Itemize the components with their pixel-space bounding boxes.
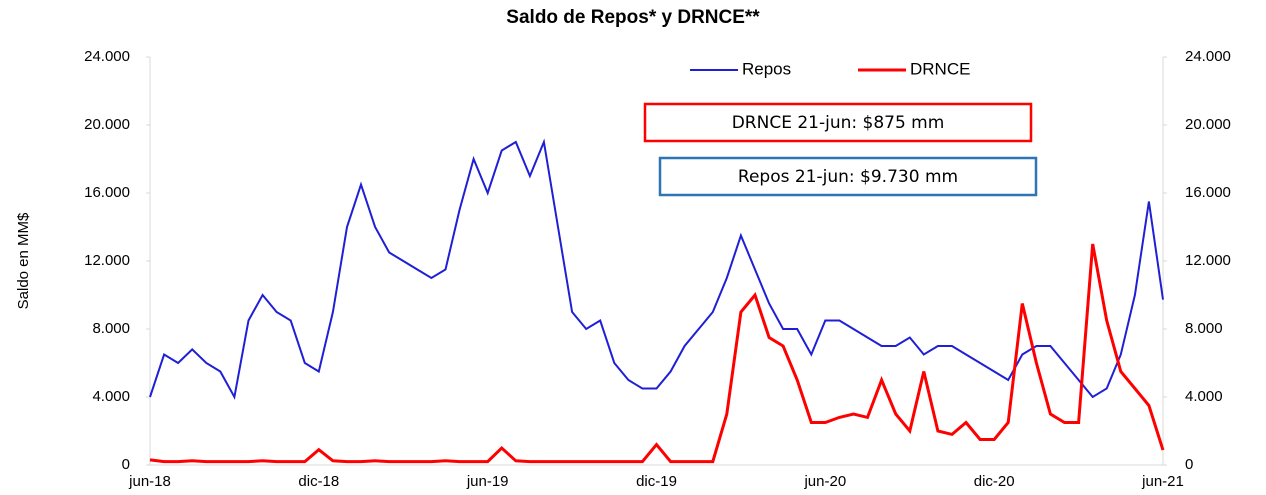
- chart-title: Saldo de Repos* y DRNCE**: [506, 7, 760, 28]
- x-tick-label: jun-21: [1141, 473, 1184, 490]
- y2-tick-label: 12.000: [1185, 252, 1231, 269]
- y-axis-label: Saldo en MM$: [15, 212, 32, 309]
- y-tick-label: 8.000: [92, 320, 130, 337]
- y-tick-label: 4.000: [92, 388, 130, 405]
- annotation: Repos 21-jun: $9.730 mm: [738, 167, 958, 187]
- y2-tick-label: 8.000: [1185, 320, 1223, 337]
- annotation-box: [658, 156, 1038, 197]
- y-tick-label: 16.000: [84, 184, 130, 201]
- y2-tick-label: 4.000: [1185, 388, 1223, 405]
- line-series: [149, 243, 1165, 464]
- legend-label: DRNCE: [910, 59, 970, 78]
- y2-tick-label: 0: [1185, 456, 1193, 473]
- y2-tick-label: 20.000: [1185, 116, 1231, 133]
- line-series: [149, 138, 1164, 400]
- y2-tick-label: 24.000: [1185, 48, 1231, 65]
- y2-tick-label: 16.000: [1185, 184, 1231, 201]
- y-tick-label: 12.000: [84, 252, 130, 269]
- annotation-box: [643, 102, 1033, 143]
- y-tick-label: 0: [122, 456, 130, 473]
- x-tick-label: dic-20: [974, 473, 1015, 490]
- x-tick-label: jun-19: [466, 473, 509, 490]
- legend-label: Repos: [742, 59, 791, 78]
- x-tick-label: jun-20: [803, 473, 846, 490]
- x-tick-label: jun-18: [128, 473, 171, 490]
- x-tick-label: dic-19: [636, 473, 677, 490]
- y-tick-label: 24.000: [84, 48, 130, 65]
- annotation: DRNCE 21-jun: $875 mm: [732, 113, 945, 133]
- x-tick-label: dic-18: [298, 473, 339, 490]
- y-tick-label: 20.000: [84, 116, 130, 133]
